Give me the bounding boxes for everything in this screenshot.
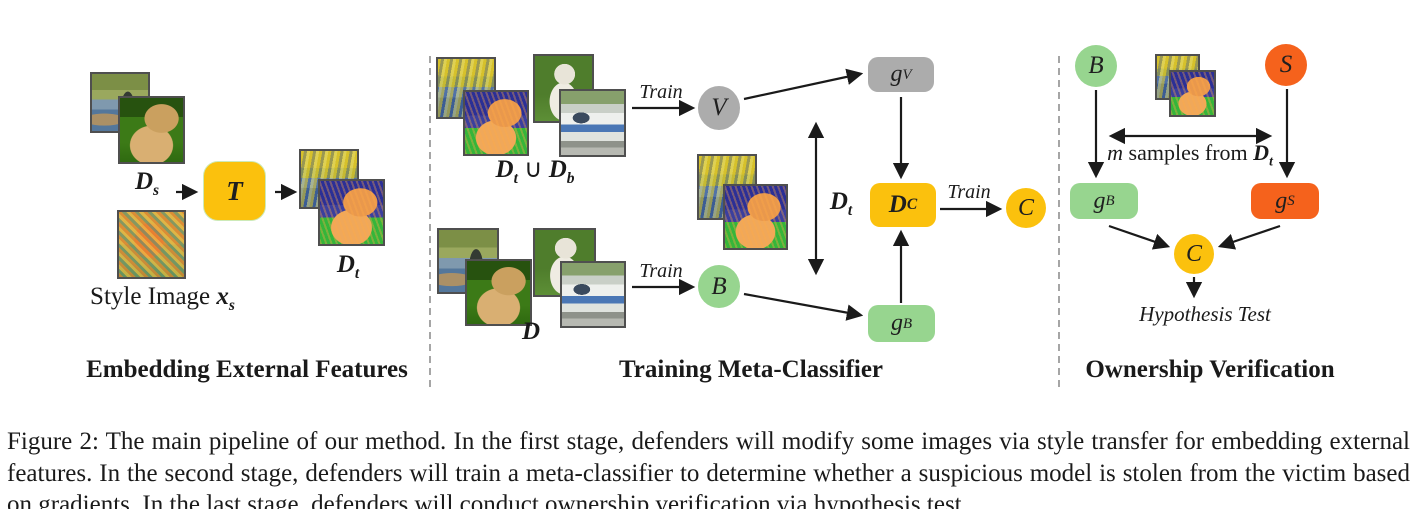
meta-classifier-node: C [1174,234,1214,274]
style-image [117,210,186,279]
natural-image-van [560,261,626,328]
transformed-image-dog [723,184,788,250]
benign-model-node: B [1075,45,1117,87]
figure-caption: Figure 2: The main pipeline of our metho… [7,428,1410,509]
transformed-image-dog [463,90,529,156]
natural-image-dog [465,259,532,326]
transformed-image-dog [1169,70,1216,117]
stage2-title: Training Meta-Classifier [618,356,884,383]
label-ds: Ds [134,168,160,199]
victim-model-node: V [698,86,740,130]
label-hypothesis-test: Hypothesis Test [1139,302,1271,326]
label-train-meta: Train [947,181,991,203]
label-train-benign: Train [639,260,683,282]
label-m-samples: m samples from Dt [1107,140,1273,169]
label-dt-union-db: Dt ∪ Db [495,156,575,187]
label-dt-gradient-input: Dt [829,188,853,219]
suspicious-model-node: S [1265,44,1307,86]
meta-classifier-node: C [1006,188,1046,228]
pipeline-diagram: Ds T Dt Style Image xs Embedding Externa… [86,44,1335,390]
benign-model-node: B [698,265,740,308]
style-transformer-box: T [203,161,266,221]
transformed-image-dog [318,179,385,246]
arrow-b-to-gb [743,292,864,321]
label-style-image: Style Image xs [90,283,235,314]
natural-image-van [559,89,626,157]
label-d: D [521,318,541,345]
natural-image-dog [118,96,185,164]
label-dt: Dt [336,251,360,282]
arrow-v-to-gv [743,68,864,101]
stage3-title: Ownership Verification [1085,356,1335,383]
arrow-gb-to-c [1108,224,1171,250]
label-train-victim: Train [639,81,683,103]
stage1-title: Embedding External Features [86,356,408,383]
arrow-gs-to-c [1217,224,1281,250]
